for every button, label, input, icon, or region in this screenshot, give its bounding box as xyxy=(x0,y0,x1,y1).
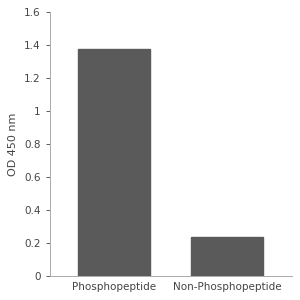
Bar xyxy=(78,49,150,276)
Bar xyxy=(191,237,263,276)
Y-axis label: OD 450 nm: OD 450 nm xyxy=(8,112,18,176)
